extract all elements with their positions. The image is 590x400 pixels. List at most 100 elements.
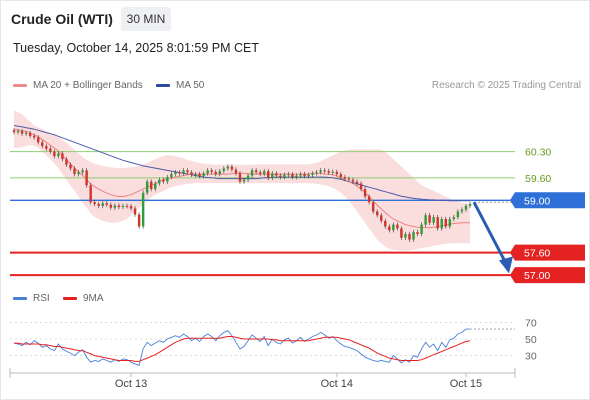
legend-ma20: MA 20 + Bollinger Bands <box>13 80 143 91</box>
candle-body <box>299 174 302 176</box>
rsi-line <box>13 328 470 367</box>
candle-body <box>375 211 379 216</box>
candle-body <box>323 170 326 172</box>
candle-body <box>214 171 217 175</box>
candle-body <box>258 172 262 175</box>
candle-body <box>85 170 88 186</box>
candle-body <box>351 179 355 182</box>
candle-body <box>206 170 209 174</box>
candle-body <box>194 174 197 176</box>
candle-body <box>246 175 250 180</box>
candle-body <box>53 151 56 157</box>
candle-body <box>166 177 169 182</box>
candle-body <box>464 205 468 210</box>
candle-body <box>444 219 447 227</box>
candle-body <box>404 233 407 238</box>
research-credit: Research © 2025 Trading Central <box>431 80 581 91</box>
candle-body <box>315 172 318 174</box>
level-box-59.00 <box>510 192 585 209</box>
candle-body <box>222 168 226 172</box>
candle-body <box>250 170 254 176</box>
candle-body <box>198 174 201 176</box>
candle-body <box>141 192 145 227</box>
candle-body <box>133 208 137 215</box>
legend-ma9: 9MA <box>63 293 104 304</box>
level-label-60.30: 60.30 <box>525 147 551 159</box>
candle-body <box>226 166 230 169</box>
candle-body <box>16 131 20 133</box>
candle-body <box>267 171 270 178</box>
ma50-line <box>13 125 470 202</box>
ma20-swatch <box>13 83 27 87</box>
candle-body <box>319 170 322 173</box>
candle-body <box>287 174 290 176</box>
candle-body <box>331 171 335 173</box>
candle-body <box>28 132 32 136</box>
level-box-57.60 <box>510 244 585 261</box>
level-label-57.60: 57.60 <box>524 248 550 260</box>
candle-body <box>178 172 181 174</box>
candle-body <box>186 170 189 173</box>
candle-body <box>275 173 278 176</box>
candle-body <box>347 178 351 180</box>
candle-body <box>384 220 387 227</box>
candle-body <box>242 179 246 182</box>
level-label-59.60: 59.60 <box>525 173 551 185</box>
candle-body <box>440 219 443 229</box>
candle-body <box>202 173 205 176</box>
legend-ma50-label: MA 50 <box>176 80 205 91</box>
candle-body <box>452 217 456 219</box>
rsi-tick-30: 30 <box>525 351 537 363</box>
x-label: Oct 15 <box>450 378 482 390</box>
candle-body <box>412 232 415 240</box>
candle-body <box>303 174 306 176</box>
candle-body <box>145 181 149 193</box>
candle-body <box>396 224 399 229</box>
rsi-swatch <box>13 296 27 300</box>
candle-body <box>113 205 117 208</box>
candle-body <box>400 228 403 238</box>
rsi-tick-50: 50 <box>525 334 537 346</box>
instrument-title: Crude Oil (WTI) <box>11 11 113 27</box>
candle-body <box>388 226 391 231</box>
candle-body <box>339 174 343 178</box>
candle-body <box>158 179 161 184</box>
bollinger-band <box>14 110 470 251</box>
candle-body <box>380 215 383 221</box>
candle-body <box>448 219 452 227</box>
ma9-swatch <box>63 296 77 300</box>
candle-body <box>210 170 213 172</box>
timeframe-button[interactable]: 30 MIN <box>121 7 171 31</box>
candle-body <box>170 174 173 178</box>
candle-body <box>12 130 16 133</box>
candle-body <box>420 224 423 234</box>
candle-body <box>230 166 234 170</box>
ma50-swatch <box>156 83 170 87</box>
candle-body <box>69 164 72 169</box>
candle-body <box>283 174 286 178</box>
candle-body <box>117 205 121 208</box>
candle-body <box>460 209 464 212</box>
candle-body <box>57 153 60 157</box>
candle-body <box>424 215 427 225</box>
timestamp: Tuesday, October 14, 2025 8:01:59 PM CET <box>13 41 259 55</box>
candle-body <box>218 171 222 175</box>
candle-body <box>149 181 153 190</box>
candle-body <box>234 169 238 174</box>
candle-body <box>254 170 258 173</box>
candle-body <box>416 232 419 234</box>
candle-body <box>262 171 266 175</box>
candle-body <box>291 174 294 178</box>
forecast-arrow-head <box>499 256 513 274</box>
candle-body <box>182 170 185 174</box>
candle-body <box>367 196 371 203</box>
candle-body <box>49 148 52 152</box>
candle-body <box>271 173 274 178</box>
candle-body <box>77 172 80 175</box>
candle-body <box>24 132 28 134</box>
candle-body <box>125 205 129 207</box>
legend-ma50: MA 50 <box>156 80 204 91</box>
candle-body <box>45 146 48 149</box>
candle-body <box>355 181 359 184</box>
